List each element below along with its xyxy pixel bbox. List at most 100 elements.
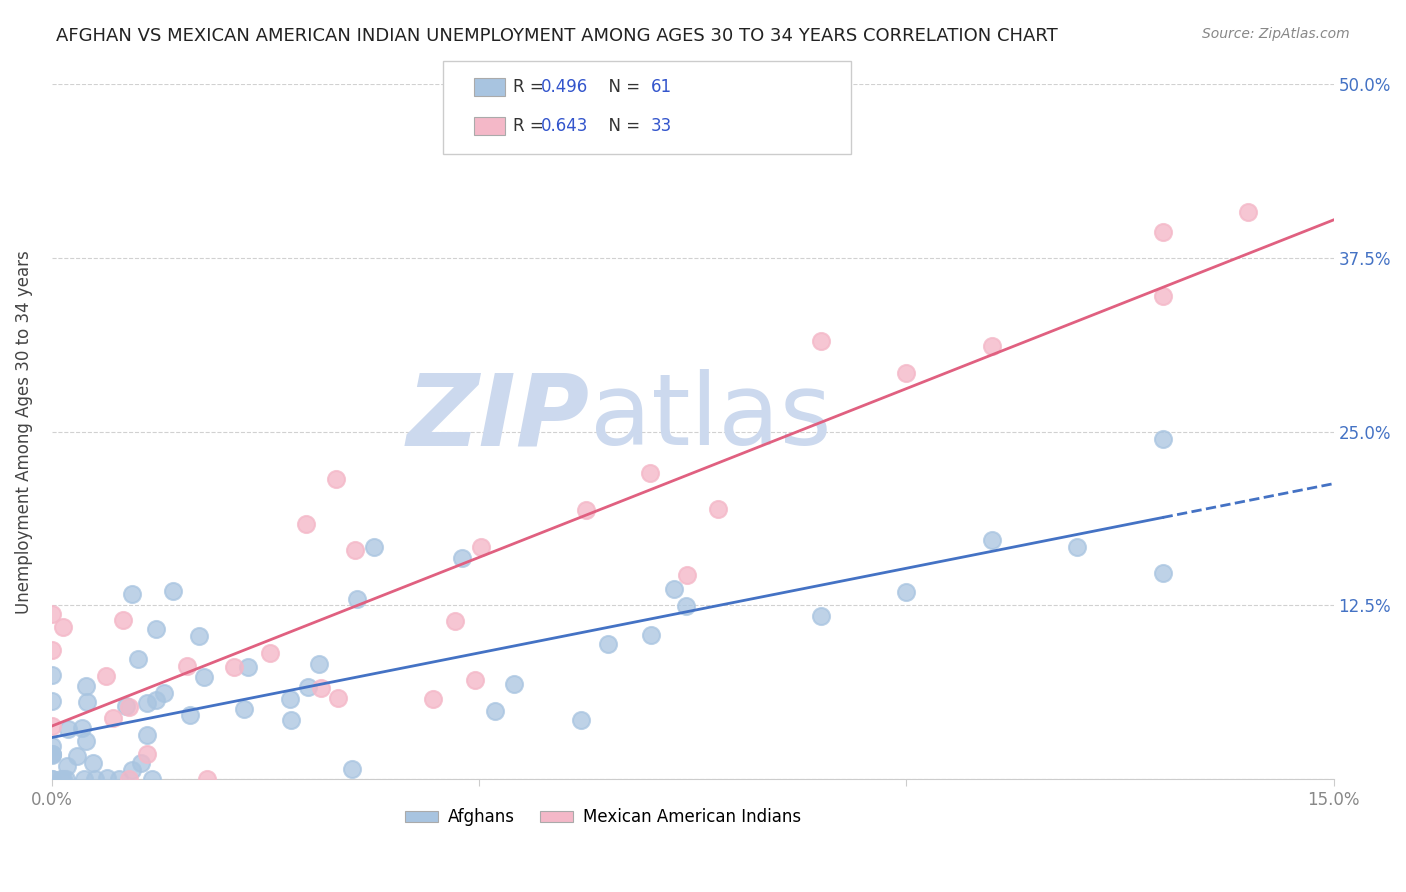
Text: R =: R = <box>513 117 550 135</box>
Point <box>224 660 246 674</box>
Point <box>75 734 97 748</box>
Point <box>464 673 486 687</box>
Point <box>810 334 832 348</box>
Point <box>363 540 385 554</box>
Point <box>311 681 333 696</box>
Text: 0.643: 0.643 <box>541 117 589 135</box>
Point <box>49 772 72 786</box>
Point <box>233 702 256 716</box>
Point <box>115 698 138 713</box>
Point <box>640 628 662 642</box>
Point <box>145 622 167 636</box>
Point <box>176 659 198 673</box>
Point <box>179 708 201 723</box>
Point <box>73 772 96 786</box>
Point <box>141 772 163 786</box>
Point <box>135 747 157 762</box>
Point <box>75 679 97 693</box>
Point <box>41 694 63 708</box>
Point <box>422 692 444 706</box>
Point <box>41 772 63 786</box>
Point <box>118 700 141 714</box>
Point <box>66 749 89 764</box>
Point <box>662 582 685 596</box>
Point <box>896 585 918 599</box>
Point <box>56 723 79 737</box>
Point <box>326 690 349 705</box>
Point <box>980 339 1002 353</box>
Text: N =: N = <box>598 78 645 96</box>
Point <box>280 713 302 727</box>
Point <box>108 772 131 786</box>
Point <box>346 592 368 607</box>
Point <box>195 772 218 786</box>
Point <box>96 771 118 785</box>
Point <box>443 614 465 628</box>
Point <box>82 756 104 770</box>
Legend: Afghans, Mexican American Indians: Afghans, Mexican American Indians <box>398 802 808 833</box>
Point <box>1152 566 1174 580</box>
Text: N =: N = <box>598 117 645 135</box>
Point <box>129 756 152 770</box>
Point <box>1152 433 1174 447</box>
Point <box>83 772 105 786</box>
Point <box>980 533 1002 548</box>
Point <box>41 747 63 762</box>
Point <box>340 762 363 776</box>
Point <box>162 584 184 599</box>
Point <box>41 739 63 753</box>
Point <box>344 543 367 558</box>
Point <box>56 759 79 773</box>
Text: 61: 61 <box>651 78 672 96</box>
Point <box>810 609 832 624</box>
Point <box>569 714 592 728</box>
Point <box>707 501 730 516</box>
Point <box>41 668 63 682</box>
Point <box>41 643 63 657</box>
Point <box>135 696 157 710</box>
Point <box>41 747 63 761</box>
Point <box>502 676 524 690</box>
Y-axis label: Unemployment Among Ages 30 to 34 years: Unemployment Among Ages 30 to 34 years <box>15 250 32 614</box>
Text: AFGHAN VS MEXICAN AMERICAN INDIAN UNEMPLOYMENT AMONG AGES 30 TO 34 YEARS CORRELA: AFGHAN VS MEXICAN AMERICAN INDIAN UNEMPL… <box>56 27 1057 45</box>
Text: ZIP: ZIP <box>408 369 591 467</box>
Point <box>52 620 75 634</box>
Point <box>41 607 63 622</box>
Point <box>94 669 117 683</box>
Text: 33: 33 <box>651 117 672 135</box>
Point <box>1237 205 1260 219</box>
Point <box>325 472 347 486</box>
Point <box>297 681 319 695</box>
Point <box>41 747 63 762</box>
Point <box>103 711 125 725</box>
Point <box>259 646 281 660</box>
Text: 0.496: 0.496 <box>541 78 589 96</box>
Point <box>118 772 141 786</box>
Point <box>52 772 75 786</box>
Point <box>112 613 135 627</box>
Point <box>41 772 63 786</box>
Point <box>896 366 918 380</box>
Point <box>153 685 176 699</box>
Point <box>640 466 662 480</box>
Point <box>70 721 93 735</box>
Point <box>188 629 211 643</box>
Text: atlas: atlas <box>591 369 832 467</box>
Point <box>127 652 149 666</box>
Point <box>41 719 63 733</box>
Point <box>145 693 167 707</box>
Point <box>450 550 472 565</box>
Point <box>193 669 215 683</box>
Point <box>278 691 301 706</box>
Point <box>470 540 492 554</box>
Text: R =: R = <box>513 78 550 96</box>
Point <box>675 568 697 582</box>
Point <box>574 503 596 517</box>
Point <box>596 637 619 651</box>
Text: Source: ZipAtlas.com: Source: ZipAtlas.com <box>1202 27 1350 41</box>
Point <box>76 695 98 709</box>
Point <box>236 659 259 673</box>
Point <box>136 728 159 742</box>
Point <box>675 599 697 614</box>
Point <box>1152 225 1174 239</box>
